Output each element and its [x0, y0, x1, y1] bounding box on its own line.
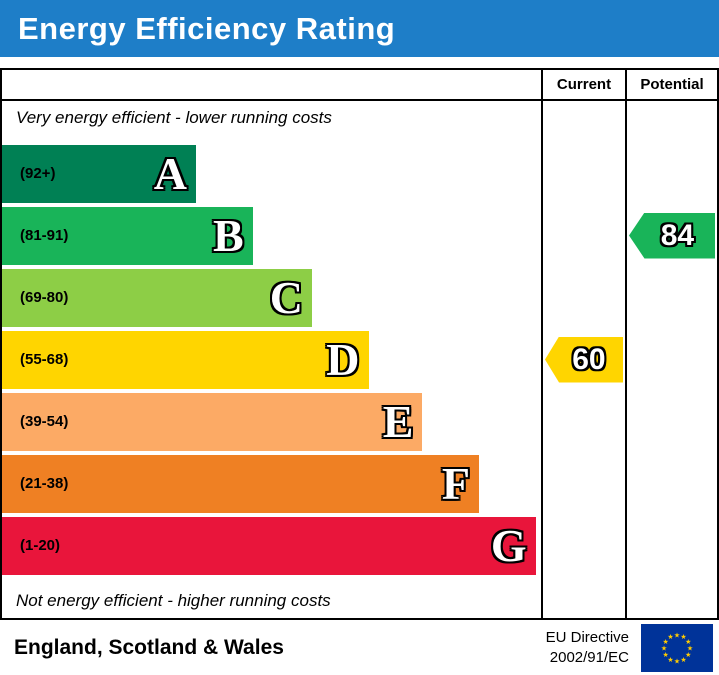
- band-F: (21-38) F: [2, 454, 479, 513]
- svg-text:★: ★: [685, 651, 691, 659]
- band-range-label: (81-91): [20, 227, 69, 244]
- footer-region: England, Scotland & Wales: [14, 635, 284, 659]
- band-range-label: (39-54): [20, 413, 69, 430]
- band-range-label: (21-38): [20, 475, 69, 492]
- header-potential: Potential: [625, 70, 717, 101]
- svg-text:★: ★: [674, 631, 680, 639]
- note-top: Very energy efficient - lower running co…: [16, 108, 332, 127]
- band-letter: G: [490, 519, 527, 571]
- svg-text:★: ★: [680, 633, 686, 641]
- band-D: (55-68) D: [2, 330, 369, 389]
- epc-table: Current Potential Very energy efficient …: [0, 68, 719, 620]
- current-rating-value: 60: [572, 342, 606, 376]
- band-A: (92+) A: [2, 144, 197, 203]
- page-title: Energy Efficiency Rating: [18, 10, 396, 46]
- svg-text:★: ★: [687, 644, 693, 652]
- band-B: (81-91) B: [2, 206, 253, 265]
- note-bottom: Not energy efficient - higher running co…: [16, 591, 331, 610]
- band-letter: D: [326, 333, 360, 385]
- svg-text:★: ★: [663, 638, 669, 646]
- header-blank-cell: [2, 70, 541, 101]
- potential-rating-arrow: 84: [629, 212, 715, 259]
- eu-directive-line1: EU Directive: [545, 629, 629, 646]
- band-G: (1-20) G: [2, 516, 536, 575]
- svg-text:★: ★: [661, 644, 667, 652]
- band-letter: C: [269, 271, 303, 323]
- eu-flag-icon: ★ ★ ★ ★ ★ ★ ★ ★ ★ ★ ★ ★: [641, 623, 713, 672]
- band-range-label: (55-68): [20, 351, 69, 368]
- current-column: 60: [541, 101, 625, 618]
- band-letter: F: [441, 457, 470, 509]
- svg-text:★: ★: [663, 651, 669, 659]
- eu-directive: EU Directive 2002/91/EC: [546, 628, 629, 667]
- svg-text:★: ★: [667, 655, 673, 663]
- band-list: (92+) A (81-91) B (69-80) C (55-68) D (39-54) E (2…: [2, 135, 541, 584]
- chart-area: Very energy efficient - lower running co…: [2, 101, 541, 618]
- svg-text:★: ★: [674, 657, 680, 665]
- band-letter: B: [212, 209, 244, 261]
- band-letter: E: [382, 395, 414, 447]
- svg-text:★: ★: [685, 638, 691, 646]
- band-letter: A: [153, 147, 188, 199]
- band-E: (39-54) E: [2, 392, 423, 451]
- header-current: Current: [541, 70, 625, 101]
- current-rating-arrow: 60: [545, 336, 623, 383]
- band-range-label: (69-80): [20, 289, 69, 306]
- band-range-label: (92+): [20, 165, 56, 182]
- svg-text:★: ★: [667, 633, 673, 641]
- band-C: (69-80) C: [2, 268, 312, 327]
- potential-column: 84: [625, 101, 717, 618]
- svg-text:★: ★: [680, 655, 686, 663]
- potential-rating-value: 84: [660, 218, 695, 252]
- title-bar: Energy Efficiency Rating: [0, 0, 719, 57]
- footer: England, Scotland & Wales EU Directive 2…: [0, 620, 719, 675]
- eu-directive-line2: 2002/91/EC: [549, 648, 629, 666]
- band-range-label: (1-20): [20, 537, 61, 554]
